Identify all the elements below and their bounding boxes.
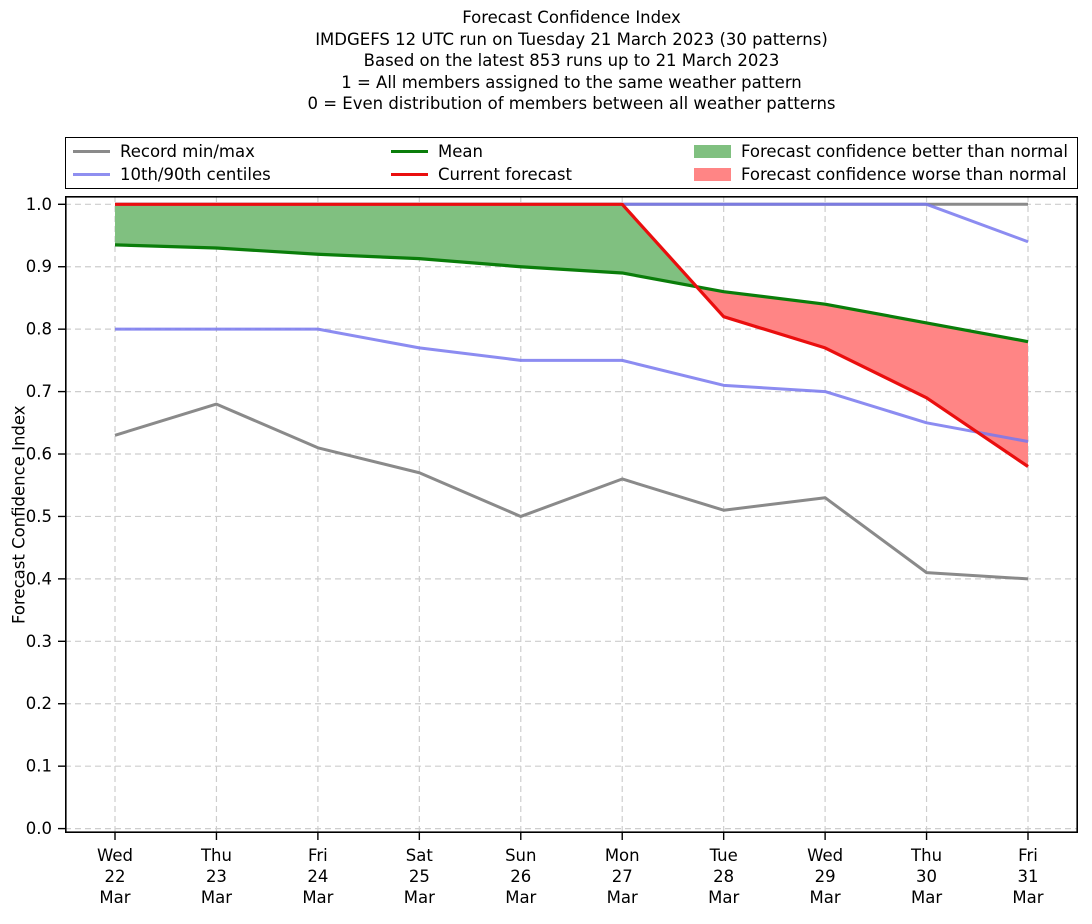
confidence-chart: 0.0 0.1 0.2 0.3 0.4 0.5 0.6 0.7 0.8 0.9 1.0 Wed 22 Ma… [26, 195, 1079, 907]
legend-item-centiles: 10th/90th centiles [73, 163, 391, 186]
x-tick-label: Thu [910, 846, 942, 865]
y-tick-label: 0.9 [26, 257, 52, 276]
chart-title-block: Forecast Confidence Index IMDGEFS 12 UTC… [65, 7, 1078, 115]
chart-title-line-4: 1 = All members assigned to the same wea… [341, 72, 802, 92]
confidence-worse-patch-swatch [694, 168, 731, 181]
legend-label: Current forecast [438, 165, 572, 184]
x-tick-label: Mar [99, 888, 130, 907]
chart-title-line-3: Based on the latest 853 runs up to 21 Ma… [363, 51, 780, 71]
x-tick-label: 25 [409, 867, 430, 886]
x-tick-label: 29 [815, 867, 836, 886]
x-tick-label: Mon [605, 846, 640, 865]
x-tick-label: 31 [1018, 867, 1039, 886]
x-tick-label: Wed [97, 846, 133, 865]
legend-label: Forecast confidence better than normal [741, 142, 1068, 161]
y-tick-label: 0.8 [26, 320, 52, 339]
series-record_min-line [114, 402, 1029, 581]
x-tick-label: Mar [911, 888, 942, 907]
legend-column-3: Forecast confidence better than normal F… [694, 140, 1077, 186]
x-tick-label: Mar [1012, 888, 1043, 907]
centiles-line-swatch [73, 172, 110, 177]
legend-item-mean: Mean [391, 140, 694, 163]
x-tick-label: Mar [708, 888, 739, 907]
mean-line-swatch [391, 149, 428, 154]
y-tick-label: 0.4 [26, 569, 52, 588]
x-tick-label: 26 [510, 867, 531, 886]
x-tick-label: Mar [810, 888, 841, 907]
x-tick-label: Mar [505, 888, 536, 907]
chart-title-line-5: 0 = Even distribution of members between… [307, 94, 836, 114]
x-tick-label: Thu [200, 846, 232, 865]
x-tick-label: 23 [206, 867, 227, 886]
legend-item-record-minmax: Record min/max [73, 140, 391, 163]
y-tick-label: 0.0 [26, 819, 52, 838]
legend-label: Mean [438, 142, 483, 161]
confidence-better-patch-swatch [694, 145, 731, 158]
x-tick-label: 22 [105, 867, 126, 886]
x-tick-label: 28 [713, 867, 734, 886]
x-tick-label: Tue [709, 846, 738, 865]
y-tick-label: 0.2 [26, 694, 52, 713]
legend-item-current-forecast: Current forecast [391, 163, 694, 186]
x-tick-label: Mar [404, 888, 435, 907]
x-tick-label: Sun [505, 846, 536, 865]
legend-label: Record min/max [120, 142, 255, 161]
chart-title-line-1: Forecast Confidence Index [462, 8, 681, 27]
legend-item-confidence-better: Forecast confidence better than normal [694, 140, 1077, 163]
y-tick-label: 0.5 [26, 507, 52, 526]
series-centile_10-line [115, 327, 1029, 444]
series-current_forecast-line [115, 202, 1029, 468]
legend-label: 10th/90th centiles [120, 165, 271, 184]
x-tick-label: Mar [201, 888, 232, 907]
x-tick-label: Mar [302, 888, 333, 907]
y-tick-label: 1.0 [26, 195, 52, 214]
x-tick-label: Fri [308, 846, 328, 865]
record-minmax-line-swatch [73, 149, 110, 154]
legend-column-1: Record min/max 10th/90th centiles [73, 140, 391, 186]
x-tick-label: 27 [612, 867, 633, 886]
x-tick-label: Wed [807, 846, 843, 865]
fill-confidence-worse [696, 286, 1028, 467]
legend: Record min/max 10th/90th centiles Mean C… [65, 137, 1078, 189]
legend-column-2: Mean Current forecast [391, 140, 694, 186]
fill-confidence-better [115, 204, 697, 287]
axes-spines [65, 196, 1079, 834]
y-tick-label: 0.3 [26, 632, 52, 651]
chart-title-line-2: IMDGEFS 12 UTC run on Tuesday 21 March 2… [315, 29, 828, 49]
y-tick-label: 0.7 [26, 382, 52, 401]
x-tick-label: Fri [1018, 846, 1038, 865]
plot-area: 0.0 0.1 0.2 0.3 0.4 0.5 0.6 0.7 0.8 0.9 1.0 Wed 22 Ma… [26, 195, 1079, 907]
legend-label: Forecast confidence worse than normal [741, 165, 1067, 184]
x-tick-label: 30 [916, 867, 937, 886]
y-tick-label: 0.6 [26, 445, 52, 464]
x-tick-label: 24 [307, 867, 328, 886]
x-tick-label: Mar [607, 888, 638, 907]
x-tick-label: Sat [406, 846, 434, 865]
current-forecast-line-swatch [391, 172, 428, 177]
legend-item-confidence-worse: Forecast confidence worse than normal [694, 163, 1077, 186]
series-mean-line [114, 243, 1029, 344]
y-tick-label: 0.1 [26, 757, 52, 776]
